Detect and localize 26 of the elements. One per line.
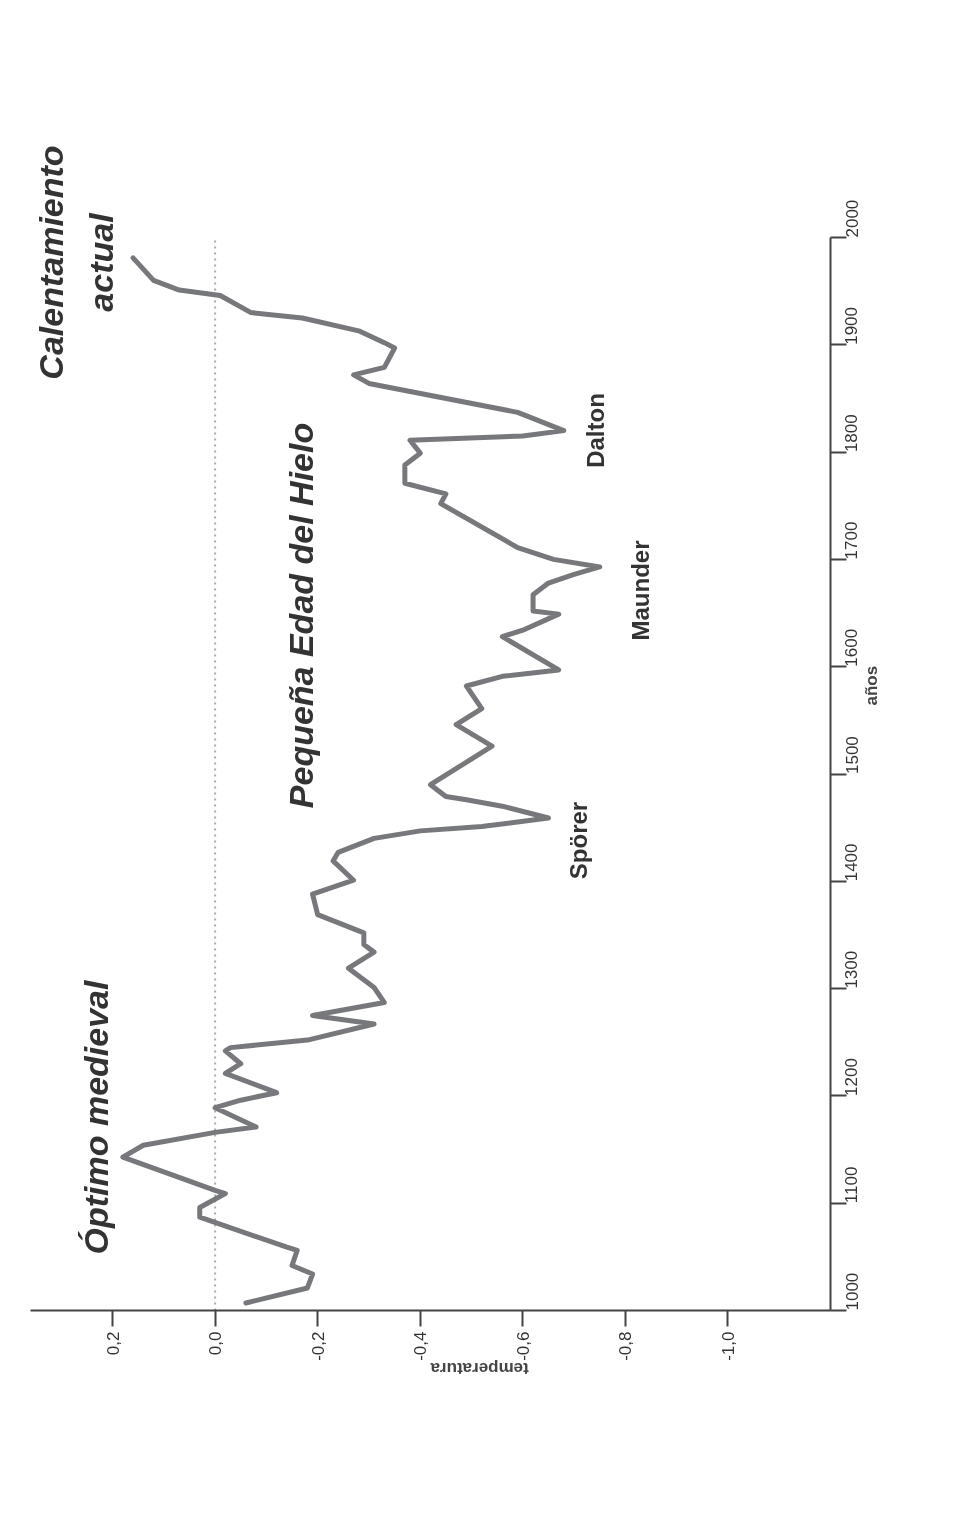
x-tick-label: -1,0 bbox=[718, 1331, 738, 1361]
y-tick-label: 1800 bbox=[842, 414, 862, 453]
x-tick-label: -0,8 bbox=[616, 1331, 636, 1361]
y-tick-label: 1500 bbox=[842, 736, 862, 774]
annotation: Maunder bbox=[627, 540, 654, 641]
x-tick-label: 0,2 bbox=[103, 1331, 123, 1356]
y-tick-label: 1400 bbox=[842, 843, 862, 882]
y-axis-title: años bbox=[862, 665, 881, 706]
x-axis-title: temperatura bbox=[429, 1359, 529, 1379]
annotation: Dalton bbox=[582, 393, 609, 468]
x-tick-label: -0,4 bbox=[411, 1331, 431, 1361]
y-tick-label: 1000 bbox=[842, 1272, 862, 1311]
y-tick-label: 1900 bbox=[842, 306, 862, 345]
annotation: Óptimo medieval bbox=[76, 978, 115, 1255]
x-tick-label: -0,6 bbox=[513, 1331, 533, 1361]
annotation: Spörer bbox=[565, 801, 592, 880]
y-tick-label: 1200 bbox=[842, 1058, 862, 1096]
y-tick-label: 1600 bbox=[842, 628, 862, 667]
y-tick-label: 1700 bbox=[842, 521, 862, 560]
y-tick-label: 1300 bbox=[842, 950, 862, 989]
y-tick-label: 2000 bbox=[842, 199, 862, 238]
annotation: Calentamiento actual bbox=[31, 145, 120, 380]
x-tick-label: 0,0 bbox=[206, 1331, 226, 1356]
annotation: Pequeña Edad del Hielo bbox=[281, 422, 320, 809]
x-tick-label: -0,2 bbox=[308, 1331, 328, 1361]
y-tick-label: 1100 bbox=[842, 1166, 862, 1204]
